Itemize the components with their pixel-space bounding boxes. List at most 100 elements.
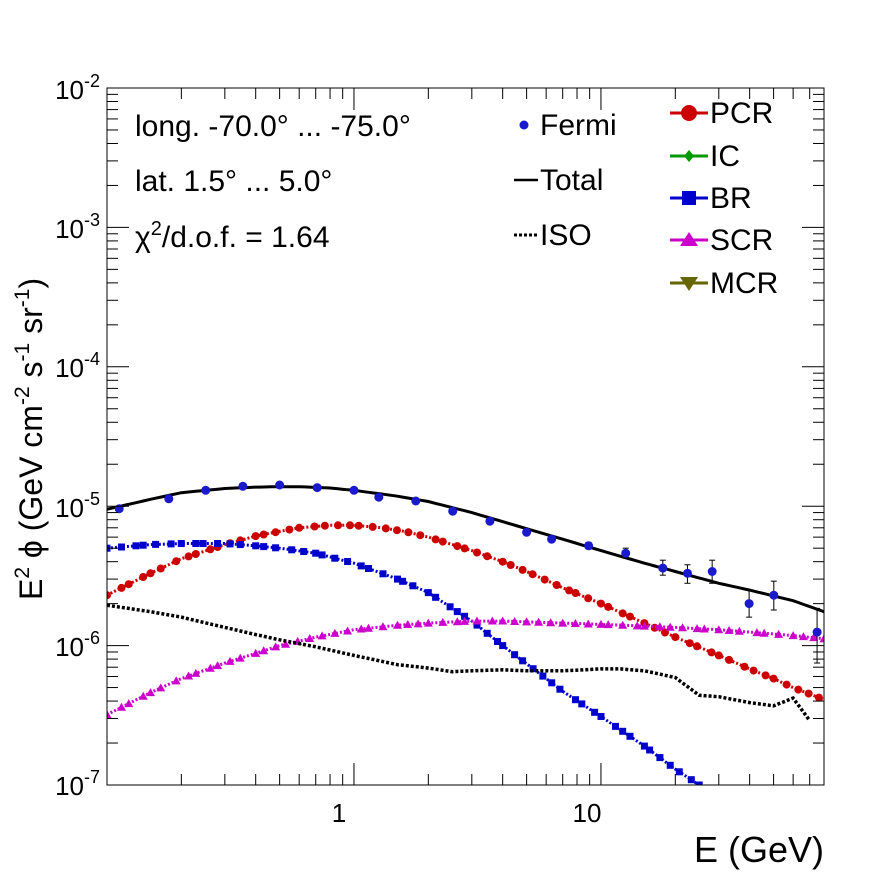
fermi-points-layer — [114, 480, 822, 664]
legend-br-label: BR — [710, 182, 752, 215]
series-scr-marker — [403, 620, 413, 629]
series-pcr-marker — [626, 612, 634, 621]
series-br-marker — [394, 575, 401, 583]
series-scr-marker — [413, 619, 423, 628]
fermi-marker — [744, 599, 754, 609]
series-br-marker — [399, 577, 407, 585]
series-scr-marker — [281, 639, 291, 648]
series-br-marker — [312, 549, 320, 557]
series-scr-marker — [171, 676, 181, 685]
series-br-marker — [666, 761, 674, 769]
y-axis-title: E2 ϕ (GeV cm-2 s-1 sr-1) — [11, 278, 49, 600]
y-tick-label-1e-2: 10-2 — [55, 71, 100, 105]
series-br-marker — [192, 540, 200, 547]
series-pcr-marker — [552, 581, 561, 589]
series-scr-marker — [596, 619, 606, 628]
legend-data: Fermi Total ISO — [514, 109, 617, 252]
series-scr-marker — [798, 632, 808, 641]
series-pcr-marker — [671, 633, 680, 642]
series-br-marker — [252, 542, 260, 550]
fermi-marker — [349, 485, 359, 495]
series-scr-marker — [363, 623, 373, 632]
legend-fermi-marker — [519, 120, 529, 130]
fermi-marker — [374, 492, 384, 502]
series-pcr-marker — [693, 642, 701, 651]
series-scr-marker — [522, 617, 532, 626]
series-scr-marker — [213, 661, 223, 670]
legend-components: PCR IC BR SCR MCR — [670, 97, 778, 300]
series-br-marker — [499, 642, 507, 650]
series-scr-marker — [145, 688, 155, 697]
series-pcr-marker — [540, 575, 549, 584]
fermi-point — [812, 607, 822, 664]
fermi-marker — [448, 506, 458, 516]
fermi-marker — [522, 527, 532, 537]
plot-frame — [106, 87, 825, 786]
series-pcr-marker — [685, 639, 694, 648]
series-scr-marker — [156, 683, 166, 692]
series-scr-marker — [603, 620, 613, 629]
series-scr-marker — [392, 620, 402, 629]
series-pcr-marker — [368, 522, 377, 531]
series-pcr-marker — [707, 648, 716, 657]
series-pcr-marker — [381, 524, 390, 533]
series-br-marker — [453, 608, 461, 616]
series-scr-marker — [138, 691, 148, 700]
series-pcr-marker — [571, 589, 580, 597]
series-pcr-marker — [506, 561, 515, 569]
series-pcr-marker — [416, 531, 425, 540]
series-br-marker — [226, 540, 234, 548]
fermi-point — [201, 485, 211, 495]
series-pcr-marker — [184, 552, 193, 561]
series-br-marker — [409, 582, 417, 590]
series-pcr-marker — [156, 564, 165, 573]
series-br — [107, 540, 703, 785]
series-br-marker — [118, 543, 125, 551]
curves-layer — [107, 485, 824, 785]
series-scr-marker — [759, 628, 769, 637]
series-pcr-marker — [320, 521, 329, 530]
series-br-marker — [152, 540, 160, 548]
series-iso — [107, 603, 812, 722]
series-pcr-marker — [346, 521, 354, 530]
series-br-marker — [675, 768, 683, 776]
series-pcr-marker — [714, 651, 723, 660]
legend-mcr-marker — [680, 277, 698, 291]
series-pcr-marker — [295, 523, 304, 532]
fermi-point — [411, 496, 421, 506]
series-br-marker — [199, 540, 207, 547]
annotation-latitude: lat. 1.5° ... 5.0° — [135, 165, 332, 198]
series-pcr-marker — [251, 532, 260, 541]
series-br-marker — [511, 651, 519, 659]
series-br-marker — [446, 603, 454, 611]
series-scr-marker — [734, 626, 744, 635]
series-br-marker — [365, 565, 372, 572]
series-scr-marker — [534, 617, 544, 626]
series-br-marker — [424, 589, 432, 597]
series-pcr-marker — [761, 671, 770, 680]
series-pcr-marker — [794, 685, 803, 694]
series-total — [107, 485, 824, 614]
series-br-marker — [556, 685, 564, 693]
series-pcr-marker — [584, 594, 593, 603]
fermi-marker — [275, 480, 285, 490]
series-pcr-marker — [124, 580, 133, 589]
fermi-marker — [411, 496, 421, 506]
fermi-point — [621, 547, 631, 558]
series-scr-marker — [378, 622, 388, 631]
fermi-point — [485, 516, 495, 526]
series-scr-marker — [546, 618, 556, 627]
fermi-marker — [769, 590, 779, 600]
fermi-point — [547, 534, 557, 544]
y-tick-label-1e-4: 10-4 — [55, 349, 100, 383]
series-scr-marker — [116, 702, 126, 711]
fermi-point — [374, 492, 384, 502]
series-scr-marker — [655, 622, 665, 631]
series-scr-marker — [632, 621, 642, 630]
series-br-marker — [640, 742, 648, 750]
x-tick-label-10: 10 — [573, 798, 602, 828]
series-total-line — [107, 485, 824, 614]
fermi-point — [522, 527, 532, 537]
fermi-marker — [812, 627, 822, 637]
